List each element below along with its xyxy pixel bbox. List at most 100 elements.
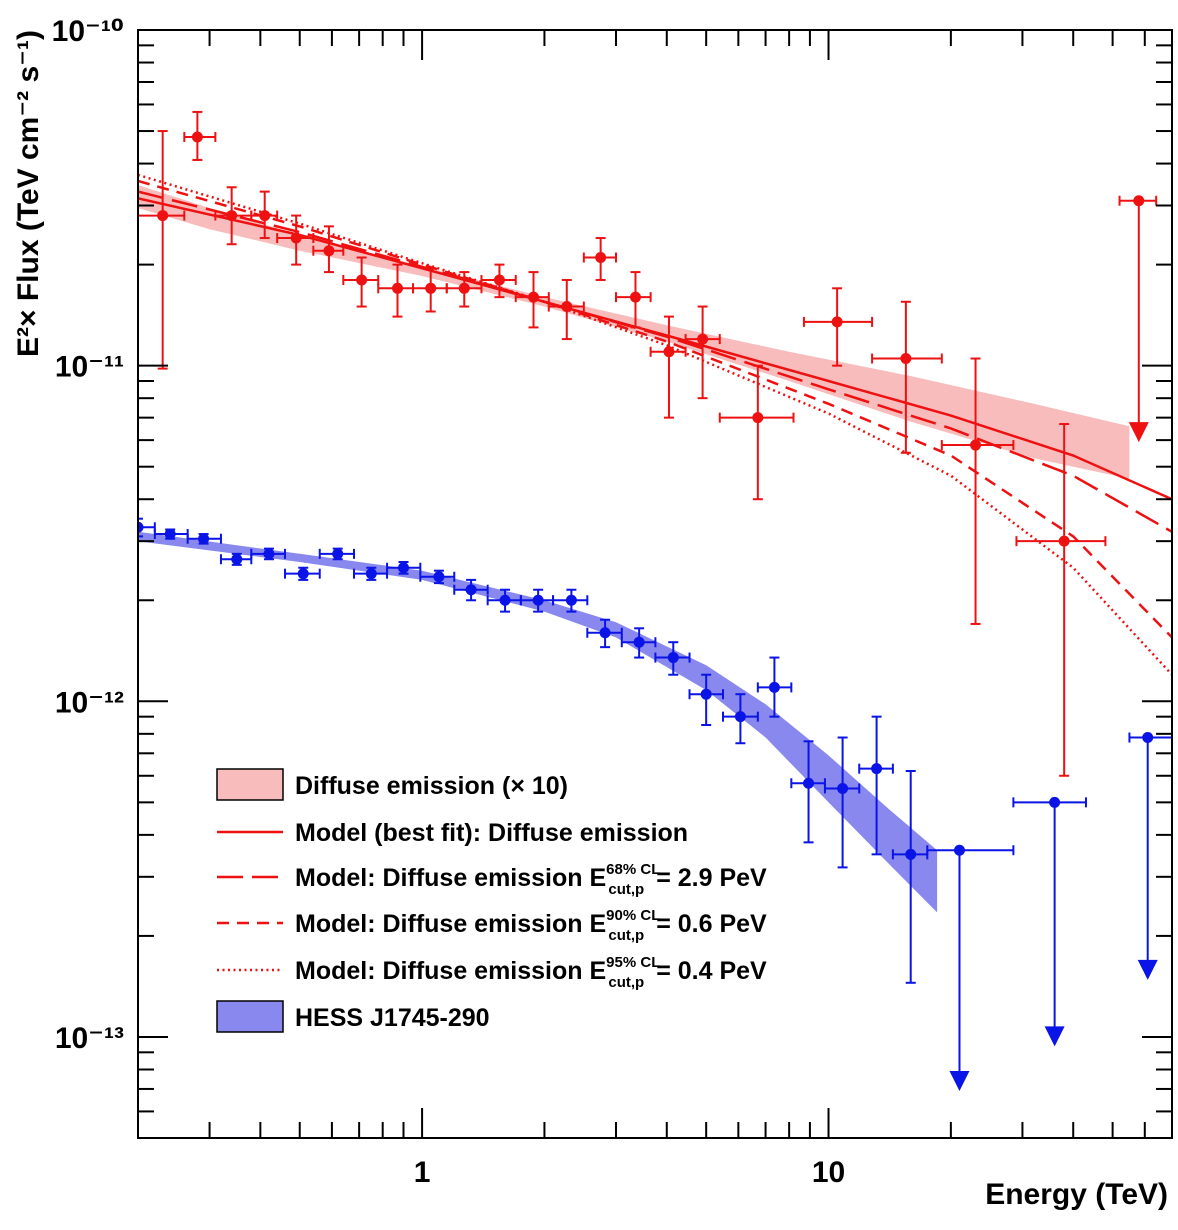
hess-point-5: [284, 566, 321, 581]
diffuse-point-11: [514, 271, 550, 329]
hess-point-13: [552, 588, 589, 613]
legend-entry-5: HESS J1745-290: [216, 1000, 490, 1033]
hess-point-16: [654, 641, 691, 676]
diffuse-marker: [392, 282, 404, 294]
diffuse-marker: [629, 291, 641, 303]
diffuse-point-10: [480, 263, 517, 299]
hess-upper-limit-0: [926, 844, 1015, 1091]
legend-swatch-band: [216, 1000, 284, 1033]
hess-point-2: [186, 533, 222, 545]
diffuse-marker: [356, 274, 368, 286]
legend-label-main: Model: Diffuse emission: [295, 957, 589, 985]
legend-label-symbol: E: [589, 864, 606, 892]
hess-ul-arrow: [1044, 1026, 1065, 1047]
legend-label: HESS J1745-290: [295, 1004, 490, 1032]
hess-point-3: [219, 552, 253, 566]
diffuse-point-1: [183, 110, 217, 161]
hess-marker: [332, 548, 344, 560]
diffuse-marker: [663, 346, 675, 358]
hess-point-7: [353, 566, 389, 581]
hess-point-8: [386, 561, 422, 575]
hess-point-4: [250, 547, 287, 561]
hess-upper-limit-2: [1128, 732, 1172, 980]
x-axis-label: Energy (TeV): [985, 1178, 1168, 1211]
hess-point-23: [891, 769, 929, 984]
diffuse-marker: [425, 282, 437, 294]
hess-point-9: [419, 569, 456, 585]
hess-point-17: [688, 673, 724, 726]
diffuse-ul-marker: [1133, 195, 1145, 207]
hess-marker: [231, 553, 243, 565]
diffuse-point-5: [312, 225, 345, 274]
diffuse-marker: [697, 333, 709, 345]
plot-frame: [137, 29, 1173, 1139]
diffuse-point-14: [615, 271, 652, 329]
diffuse-marker: [226, 210, 238, 222]
diffuse-marker: [191, 131, 203, 143]
hess-marker: [365, 568, 377, 580]
legend-label: Model (best fit): Diffuse emission: [295, 819, 688, 847]
hess-point-14: [586, 618, 623, 649]
hess-marker: [565, 594, 577, 606]
diffuse-point-16: [684, 305, 721, 400]
diffuse-marker: [528, 291, 540, 303]
diffuse-marker: [561, 301, 573, 313]
hess-marker: [263, 548, 275, 560]
model-line-95: [138, 173, 1172, 676]
x-tick-label: 10: [812, 1156, 845, 1189]
diffuse-marker: [458, 282, 470, 294]
hess-marker: [465, 584, 477, 596]
y-tick-label: 10⁻¹¹: [55, 351, 124, 384]
hess-marker: [734, 711, 746, 723]
diffuse-point-21: [1015, 423, 1107, 777]
y-axis-label: E²× Flux (TeV cm⁻² s⁻¹): [12, 30, 45, 357]
legend-label-main: Model: Diffuse emission: [295, 864, 589, 892]
diffuse-point-12: [547, 278, 585, 341]
legend-entry-0: Diffuse emission (× 10): [216, 768, 568, 801]
hess-point-10: [453, 578, 489, 602]
legend-label-value: = 0.6 PeV: [656, 910, 767, 938]
hess-point-21: [823, 736, 861, 869]
hess-marker: [397, 562, 409, 574]
hess-marker: [700, 688, 712, 700]
diffuse-marker: [157, 210, 169, 222]
hess-ul-marker: [953, 844, 965, 856]
hess-ul-marker: [1142, 732, 1154, 744]
legend-entry-3: Model: Diffuse emission E90% CL cut,p = 0.…: [217, 907, 767, 944]
y-tick-label: 10⁻¹³: [55, 1022, 124, 1055]
diffuse-marker: [259, 210, 271, 222]
hess-point-1: [153, 528, 189, 540]
diffuse-point-6: [342, 256, 380, 308]
legend-label-symbol: E: [589, 957, 606, 985]
hess-marker: [599, 627, 611, 639]
diffuse-marker: [493, 274, 505, 286]
diffuse-point-17: [718, 364, 795, 501]
hess-point-22: [858, 715, 894, 856]
diffuse-point-3: [250, 190, 279, 240]
diffuse-point-19: [871, 300, 943, 454]
diffuse-point-20: [940, 357, 1015, 625]
hess-point-15: [620, 627, 657, 659]
diffuse-point-15: [649, 315, 687, 419]
hess-marker: [837, 782, 849, 794]
hess-ul-marker: [1049, 796, 1061, 808]
legend-label: Model: Diffuse emission E90% CL cut,p = 0.…: [295, 907, 767, 944]
legend-label-subscript: cut,p: [608, 974, 644, 991]
legend-label: Model: Diffuse emission E68% CL cut,p = 2.…: [295, 861, 767, 898]
legend-label-value: = 2.9 PeV: [656, 864, 767, 892]
hess-marker: [803, 777, 815, 789]
hess-marker: [532, 594, 544, 606]
diffuse-marker: [752, 412, 764, 424]
legend-label: Diffuse emission (× 10): [295, 772, 568, 800]
legend-label-symbol: E: [589, 910, 606, 938]
legend-swatch-band: [216, 768, 284, 801]
legend-label: Model: Diffuse emission E95% CL cut,p = 0.…: [295, 954, 767, 991]
hess-marker: [499, 594, 511, 606]
legend-label-subscript: cut,p: [608, 927, 644, 944]
hess-marker: [871, 763, 883, 775]
y-tick-label: 10⁻¹⁰: [52, 15, 124, 48]
hess-point-20: [790, 740, 826, 844]
diffuse-upper-limit-0: [1118, 195, 1158, 443]
x-tick-label: 1: [414, 1156, 431, 1189]
